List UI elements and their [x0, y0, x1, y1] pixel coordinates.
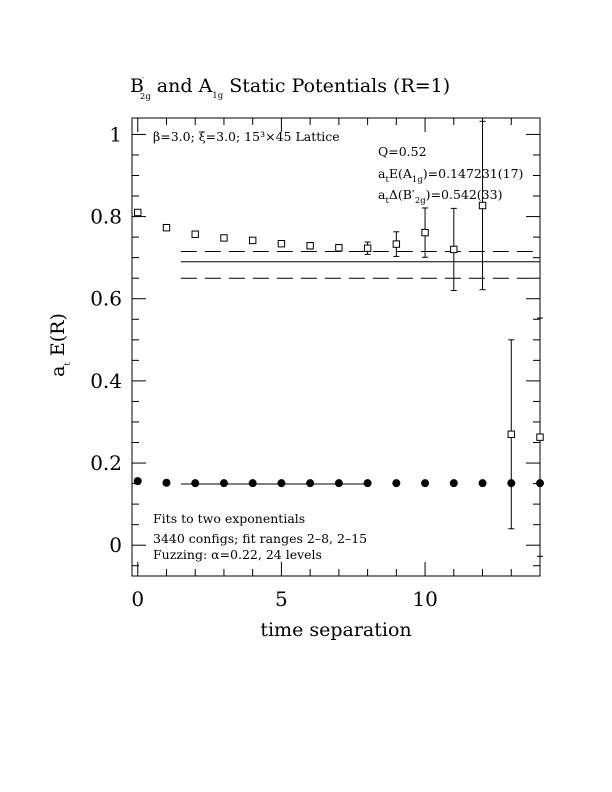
y-tick-label: 0.6 [90, 287, 122, 311]
y-tick-label: 0 [109, 533, 122, 557]
x-tick-labels: 0 5 10 [131, 587, 437, 611]
b2g-point [277, 239, 286, 248]
b2g-point [306, 242, 314, 250]
fuzzing-annotation: Fuzzing: α=0.22, 24 levels [153, 547, 322, 562]
a1g-point [449, 479, 458, 488]
a1g-point [507, 479, 516, 488]
a1g-point [363, 479, 372, 488]
a1g-point [392, 479, 401, 488]
b2g-point [191, 230, 199, 238]
a1g-energy-annotation: atE(A1g)=0.147231(17) [378, 166, 523, 185]
b2g-point [392, 240, 401, 248]
b2g-point [162, 223, 171, 232]
q-annotation: Q=0.52 [378, 144, 427, 159]
y-tick-label: 0.8 [90, 205, 122, 229]
x-tick-label: 0 [131, 587, 144, 611]
b2g-point [536, 433, 544, 441]
a1g-point [334, 479, 343, 488]
y-tick-label: 1 [109, 122, 122, 146]
a1g-point [536, 479, 544, 488]
lattice-annotation: β=3.0; ξ=3.0; 15³×45 Lattice [153, 129, 340, 144]
y-tick-labels: 0 0.2 0.4 0.6 0.8 1 [90, 122, 122, 557]
configs-annotation: 3440 configs; fit ranges 2–8, 2–15 [153, 531, 367, 546]
x-axis-title: time separation [260, 619, 411, 641]
b2g-point [421, 228, 429, 237]
a1g-point [219, 479, 228, 488]
b2g-point [478, 201, 487, 210]
axis-ticks [132, 118, 541, 576]
fit-lines [180, 250, 540, 485]
b2g-gap-annotation: atΔ(B′2g)=0.542(33) [378, 187, 502, 206]
x-tick-label: 10 [412, 587, 437, 611]
y-tick-label: 0.2 [90, 451, 122, 475]
b2g-point [363, 244, 372, 252]
b2g-point [248, 236, 257, 245]
y-axis-title: at E(R) [47, 313, 73, 377]
a1g-point [248, 479, 257, 488]
a1g-point [191, 479, 200, 488]
a1g-point [478, 479, 487, 488]
data-points [133, 120, 544, 557]
b2g-point [507, 430, 515, 438]
a1g-point [421, 479, 430, 488]
a1g-point [306, 479, 315, 488]
a1g-point [277, 479, 286, 488]
b2g-point [450, 245, 458, 254]
a1g-point [133, 477, 142, 486]
b2g-point [335, 244, 343, 252]
chart-title: B′ 2g and A1g Static Potentials (R=1) [130, 75, 450, 102]
x-tick-label: 5 [275, 587, 288, 611]
a1g-point [162, 478, 171, 487]
b2g-point [220, 234, 228, 242]
b2g-point [134, 208, 142, 217]
fits-annotation: Fits to two exponentials [153, 511, 305, 526]
y-tick-label: 0.4 [90, 369, 122, 393]
